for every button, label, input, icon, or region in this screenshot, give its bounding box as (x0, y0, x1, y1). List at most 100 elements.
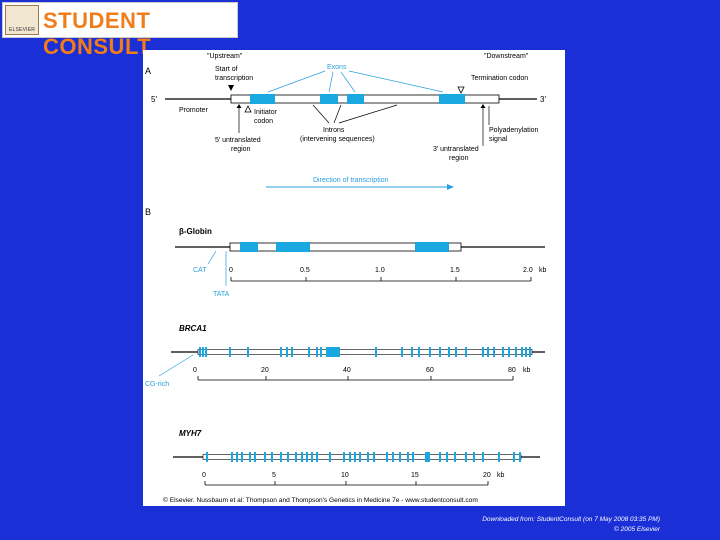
cg-rich-pointer (158, 354, 194, 377)
myh7-exon (407, 452, 409, 462)
brca1-exon (202, 347, 204, 357)
exon-1 (250, 94, 275, 104)
brca1-tick-label: 80 (508, 367, 516, 374)
beta-globin-exon-1 (240, 242, 258, 252)
myh7-exon (295, 452, 297, 462)
myh7-exon (454, 452, 456, 462)
three-utr-arrowhead (480, 104, 486, 108)
myh7-exon (392, 452, 394, 462)
brca1-exon (401, 347, 403, 357)
brca1-exon (515, 347, 517, 357)
brca1-exon (508, 347, 510, 357)
five-utr-arrowhead (236, 104, 242, 108)
three-utr-line2: region (449, 155, 469, 162)
beta-globin-tick-label: 1.0 (375, 267, 385, 274)
initiator-marker (244, 105, 252, 113)
brca1-exon (502, 347, 504, 357)
beta-globin-tick-label: 0 (229, 267, 233, 274)
elsevier-emblem: ELSEVIER (5, 5, 39, 35)
brca1-exon (529, 347, 531, 357)
promoter-label: Promoter (179, 107, 208, 114)
myh7-exon (498, 452, 500, 462)
brca1-exon (521, 347, 523, 357)
direction-arrowhead (447, 184, 454, 190)
myh7-exon (473, 452, 475, 462)
myh7-exon (513, 452, 515, 462)
brca1-exon (482, 347, 484, 357)
brca1-tick-label: 40 (343, 367, 351, 374)
exon-pointer-4 (348, 70, 444, 93)
brca1-exon (375, 347, 377, 357)
transcribed-region (230, 94, 500, 104)
myh7-exon (399, 452, 401, 462)
brca1-exon (455, 347, 457, 357)
brca1-exons (199, 347, 531, 357)
brca1-exon (199, 347, 201, 357)
myh7-tick-label: 15 (411, 472, 419, 479)
myh7-wide-exon (425, 452, 430, 462)
myh7-exon (349, 452, 351, 462)
downstream-label: "Downstream" (484, 53, 529, 60)
brca1-transcript (197, 349, 533, 355)
start-transcription-line2: transcription (215, 75, 253, 82)
myh7-unit: kb (497, 472, 505, 479)
myh7-tick-label: 5 (272, 472, 276, 479)
brca1-exon (418, 347, 420, 357)
beta-globin-title: β-Globin (179, 227, 212, 236)
beta-globin-transcript (229, 242, 462, 252)
download-note: Downloaded from: StudentConsult (on 7 Ma… (482, 516, 660, 523)
myh7-tick-label: 10 (341, 472, 349, 479)
cat-pointer (207, 250, 217, 265)
copyright-line: © Elsevier. Nussbaum et al: Thompson and… (163, 496, 478, 504)
myh7-exon (367, 452, 369, 462)
brca1-exon (247, 347, 249, 357)
myh7-exon (241, 452, 243, 462)
exon-3 (347, 94, 364, 104)
introns-line2: (intervening sequences) (300, 136, 375, 143)
brca1-exon (487, 347, 489, 357)
direction-label: Direction of transcription (313, 177, 389, 184)
myh7-title: MYH7 (179, 429, 202, 438)
myh7-tick-label: 20 (483, 472, 491, 479)
brca1-exon (525, 347, 527, 357)
introns-line1: Introns (323, 127, 345, 134)
start-marker (228, 85, 234, 91)
brca1-exon (493, 347, 495, 357)
five-utr-line2: region (231, 146, 251, 153)
brca1-exon (286, 347, 288, 357)
myh7-exon (271, 452, 273, 462)
myh7-exon (373, 452, 375, 462)
brca1-exon (320, 347, 322, 357)
termination-codon-label: Termination codon (471, 75, 528, 82)
myh7-exon (301, 452, 303, 462)
three-prime-label: 3′ (540, 95, 546, 104)
myh7-exon (359, 452, 361, 462)
beta-globin-tick-label: 1.5 (450, 267, 460, 274)
intron-arrow-1 (312, 104, 330, 124)
exon-4 (439, 94, 465, 104)
brca1-tick-label: 20 (261, 367, 269, 374)
termination-marker (457, 86, 465, 94)
myh7-exon (287, 452, 289, 462)
brca1-exon (291, 347, 293, 357)
three-utr-line1: 3′ untranslated (433, 146, 479, 153)
brca1-tick-label: 60 (426, 367, 434, 374)
exon-pointer-2 (328, 71, 334, 93)
myh7-exon (316, 452, 318, 462)
elsevier-text: ELSEVIER (9, 27, 36, 33)
myh7-exon (206, 452, 208, 462)
myh7-exon (254, 452, 256, 462)
brca1-unit: kb (523, 367, 531, 374)
myh7-exon (311, 452, 313, 462)
brca1-exon (280, 347, 282, 357)
five-prime-label: 5′ (151, 95, 157, 104)
myh7-exon (264, 452, 266, 462)
myh7-exon (446, 452, 448, 462)
brand-wordmark: STUDENT CONSULT (43, 8, 152, 59)
brca1-title: BRCA1 (179, 324, 207, 333)
myh7-exons (206, 452, 521, 462)
five-utr-line1: 5′ untranslated (215, 137, 261, 144)
brca1-large-exon (326, 347, 340, 357)
upstream-label: "Upstream" (207, 53, 243, 60)
brca1-exon (465, 347, 467, 357)
